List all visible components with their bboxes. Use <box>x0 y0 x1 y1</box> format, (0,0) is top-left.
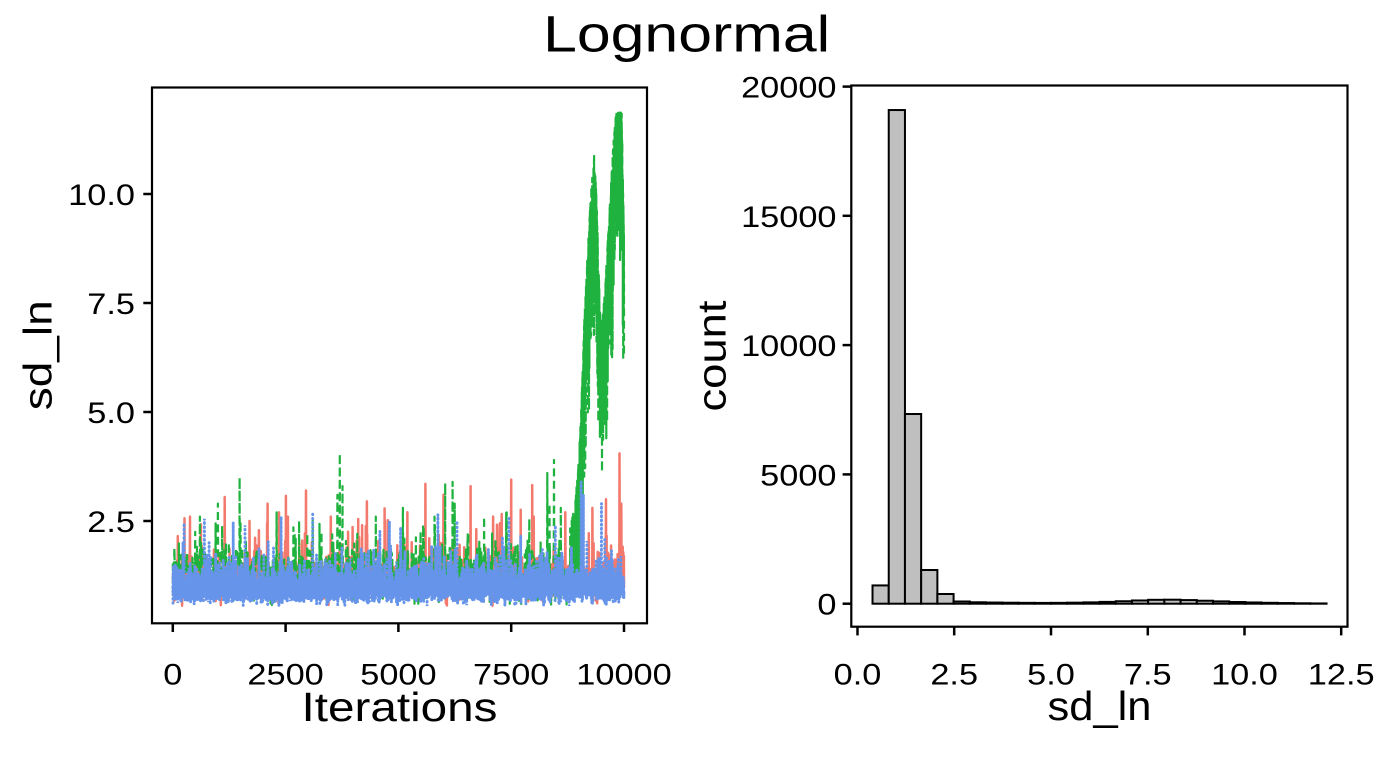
svg-text:12.5: 12.5 <box>1308 659 1375 692</box>
svg-text:2.5: 2.5 <box>930 659 978 692</box>
svg-text:5.0: 5.0 <box>87 397 135 430</box>
svg-text:10.0: 10.0 <box>68 179 135 212</box>
svg-text:5000: 5000 <box>360 659 436 692</box>
svg-text:0: 0 <box>163 659 182 692</box>
svg-text:7.5: 7.5 <box>87 288 135 321</box>
svg-text:7500: 7500 <box>473 659 549 692</box>
svg-text:2.5: 2.5 <box>87 506 135 539</box>
svg-text:10000: 10000 <box>576 659 671 692</box>
svg-text:Lognormal: Lognormal <box>543 6 830 63</box>
svg-text:7.5: 7.5 <box>1124 659 1172 692</box>
svg-text:2500: 2500 <box>247 659 323 692</box>
svg-text:5000: 5000 <box>760 459 836 492</box>
svg-text:0: 0 <box>817 589 836 622</box>
svg-text:count: count <box>691 301 735 412</box>
svg-text:Iterations: Iterations <box>302 684 498 730</box>
svg-text:20000: 20000 <box>741 72 836 105</box>
svg-text:10000: 10000 <box>741 330 836 363</box>
svg-text:0.0: 0.0 <box>834 659 882 692</box>
svg-text:5.0: 5.0 <box>1027 659 1075 692</box>
svg-text:10.0: 10.0 <box>1211 659 1278 692</box>
svg-text:sd_ln: sd_ln <box>1048 683 1152 729</box>
svg-text:sd_ln: sd_ln <box>17 300 61 410</box>
svg-text:15000: 15000 <box>741 201 836 234</box>
